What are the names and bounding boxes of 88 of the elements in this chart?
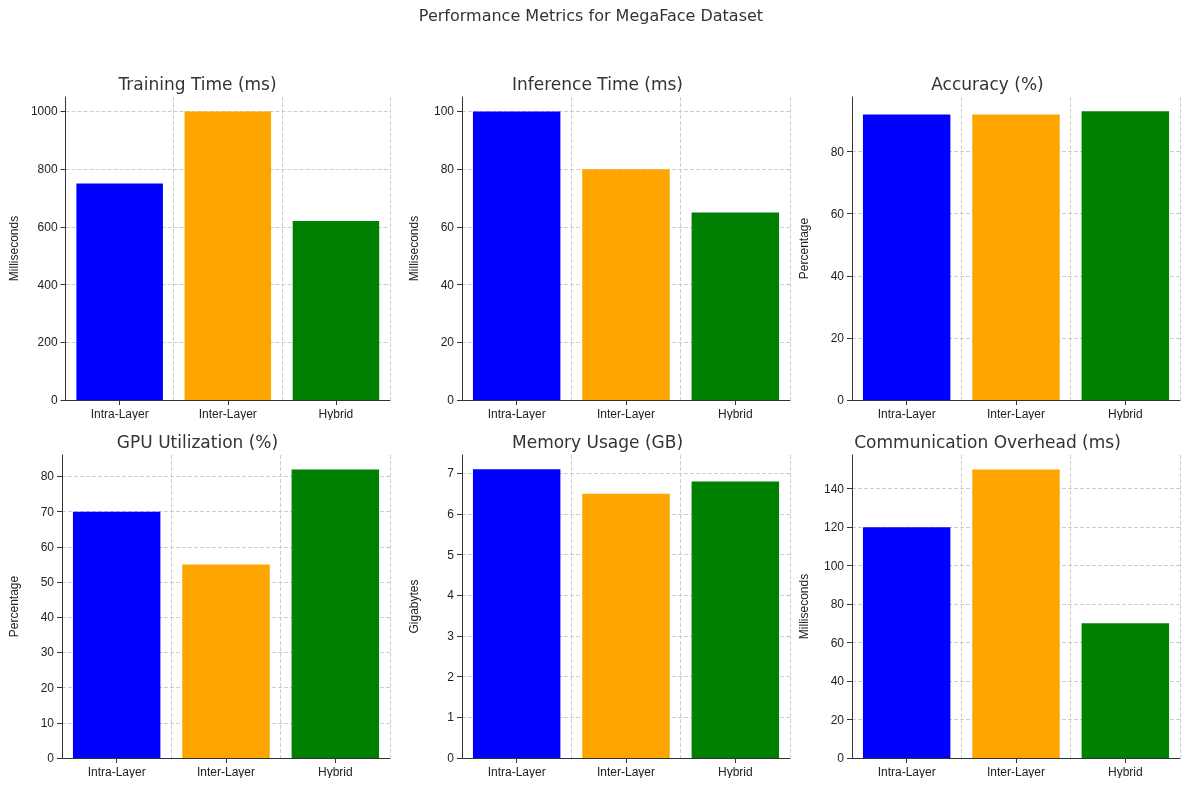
y-tick-label: 2 xyxy=(447,669,455,684)
y-tick-label: 6 xyxy=(447,506,455,521)
bar xyxy=(76,183,163,400)
bar xyxy=(691,481,780,758)
x-tick-label: Intra-Layer xyxy=(487,407,546,421)
y-tick-label: 40 xyxy=(830,674,845,689)
y-tick-label: 4 xyxy=(447,588,455,603)
y-tick-label: 0 xyxy=(47,751,55,765)
y-tick-label: 0 xyxy=(837,393,845,407)
bar xyxy=(862,527,951,758)
y-axis-title: Milliseconds xyxy=(7,215,21,282)
y-tick-label: 30 xyxy=(40,645,55,660)
x-tick-label: Inter-Layer xyxy=(596,407,656,421)
y-axis-title: Percentage xyxy=(7,575,21,638)
y-tick-label: 80 xyxy=(830,144,845,159)
y-tick-label: 120 xyxy=(823,520,845,535)
y-tick-label: 60 xyxy=(40,539,55,554)
bar xyxy=(182,564,270,758)
y-tick-label: 0 xyxy=(447,751,455,765)
x-tick-label: Intra-Layer xyxy=(87,765,146,779)
x-tick-label: Hybrid xyxy=(717,407,753,421)
chart-title: Communication Overhead (ms) xyxy=(854,431,1121,452)
y-tick-label: 600 xyxy=(37,219,58,234)
x-tick-label: Hybrid xyxy=(717,765,753,779)
y-tick-label: 20 xyxy=(40,680,55,695)
x-tick-label: Intra-Layer xyxy=(877,407,936,421)
y-axis-title: Milliseconds xyxy=(407,215,421,282)
x-tick-label: Intra-Layer xyxy=(487,765,546,779)
chart-title: Memory Usage (GB) xyxy=(511,431,684,452)
y-tick-label: 40 xyxy=(440,277,455,292)
y-axis-title: Milliseconds xyxy=(797,573,811,640)
y-tick-label: 20 xyxy=(830,330,845,345)
y-tick-label: 140 xyxy=(823,481,845,496)
bar xyxy=(972,469,1060,758)
y-tick-label: 80 xyxy=(40,469,55,484)
y-tick-label: 400 xyxy=(37,277,58,292)
y-tick-label: 1000 xyxy=(30,104,58,119)
bar xyxy=(472,469,561,758)
y-tick-label: 80 xyxy=(830,597,845,612)
y-tick-label: 0 xyxy=(50,393,58,407)
x-tick-label: Intra-Layer xyxy=(877,765,936,779)
x-tick-label: Inter-Layer xyxy=(986,765,1046,779)
y-tick-label: 70 xyxy=(40,504,55,519)
y-tick-label: 100 xyxy=(433,104,455,119)
bar xyxy=(1081,623,1170,758)
y-tick-label: 0 xyxy=(837,751,845,765)
y-tick-label: 10 xyxy=(40,715,55,730)
y-axis-title: Gigabytes xyxy=(407,579,421,634)
bar xyxy=(472,111,561,400)
y-tick-label: 20 xyxy=(440,335,455,350)
x-tick-label: Inter-Layer xyxy=(196,765,256,779)
y-tick-label: 20 xyxy=(830,712,845,727)
x-tick-label: Inter-Layer xyxy=(986,407,1046,421)
x-tick-label: Hybrid xyxy=(317,765,353,779)
y-tick-label: 3 xyxy=(447,628,455,643)
bar xyxy=(292,221,380,400)
y-tick-label: 1 xyxy=(447,710,455,725)
bar xyxy=(582,493,670,758)
y-tick-label: 7 xyxy=(447,466,455,481)
y-tick-label: 100 xyxy=(823,558,845,573)
y-tick-label: 60 xyxy=(830,635,845,650)
y-tick-label: 800 xyxy=(37,162,58,177)
text: Performance Metrics for MegaFace Dataset xyxy=(417,6,765,25)
x-tick-label: Hybrid xyxy=(1107,407,1143,421)
bar xyxy=(291,469,380,758)
chart-title: Inference Time (ms) xyxy=(512,73,683,94)
bar xyxy=(582,169,670,400)
bar xyxy=(184,111,272,400)
chart-title: GPU Utilization (%) xyxy=(116,431,279,452)
bar xyxy=(72,511,161,758)
y-tick-label: 50 xyxy=(40,575,55,590)
y-tick-label: 5 xyxy=(447,547,455,562)
y-tick-label: 0 xyxy=(447,393,455,407)
bar xyxy=(691,212,780,400)
y-tick-label: 200 xyxy=(37,335,58,350)
x-tick-label: Hybrid xyxy=(1107,765,1143,779)
y-tick-label: 80 xyxy=(440,162,455,177)
y-tick-label: 40 xyxy=(40,610,55,625)
y-axis-title: Percentage xyxy=(797,217,811,280)
x-tick-label: Inter-Layer xyxy=(596,765,656,779)
y-tick-label: 60 xyxy=(440,219,455,234)
x-tick-label: Inter-Layer xyxy=(198,407,257,421)
x-tick-label: Hybrid xyxy=(318,407,354,421)
x-tick-label: Intra-Layer xyxy=(90,407,149,421)
y-tick-label: 40 xyxy=(830,268,845,283)
chart-title: Accuracy (%) xyxy=(931,73,1044,94)
y-tick-label: 60 xyxy=(830,206,845,221)
chart-title: Training Time (ms) xyxy=(117,73,277,94)
